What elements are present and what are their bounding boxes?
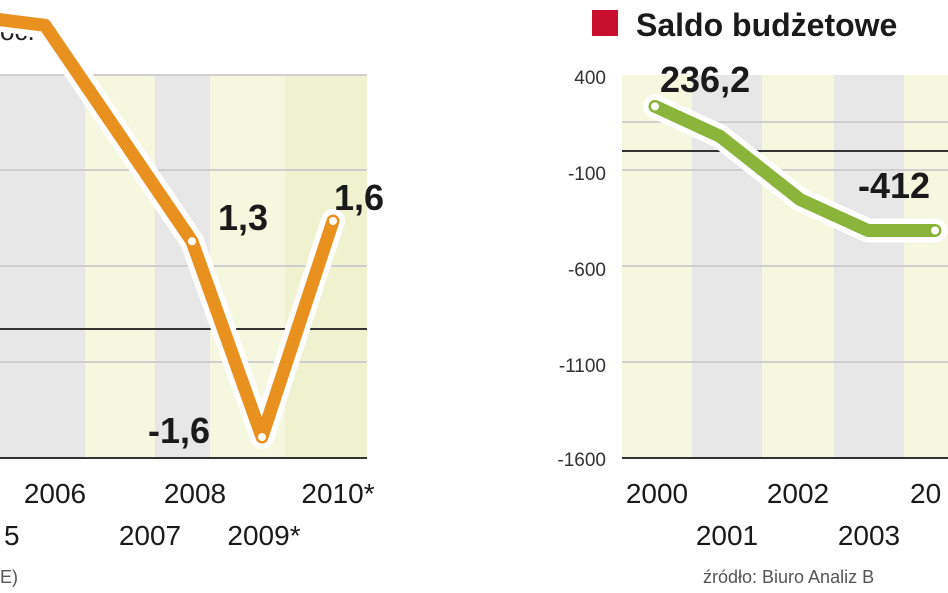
data-label-2010: 1,6: [334, 177, 384, 218]
left-source-fragment: E): [0, 567, 18, 587]
series-line: [648, 99, 942, 237]
y-tick-label: -600: [568, 260, 606, 281]
source-note: źródło: Biuro Analiz B: [703, 567, 874, 587]
x-tick-label: 2010*: [301, 478, 374, 509]
data-point: [649, 100, 661, 113]
data-point: [929, 224, 941, 237]
x-tick-label: 2003: [838, 520, 900, 551]
y-tick-label: -1100: [559, 356, 606, 377]
x-tick-label: 20: [910, 478, 941, 509]
data-label-2009: -1,6: [148, 410, 210, 451]
left-chart: oc. 1,3 -1,6 1,6 2006 2008 2010* 5 2007 …: [0, 7, 384, 587]
data-label-2003: -412: [858, 165, 930, 206]
x-tick-label: 5: [4, 520, 20, 551]
x-tick-label: 2006: [24, 478, 86, 509]
right-chart: Saldo budżetowe 400 -100 -600 -1100 -160…: [557, 7, 948, 587]
x-tick-label: 2009*: [227, 520, 300, 551]
data-label-2008: 1,3: [218, 197, 268, 238]
x-tick-label: 2001: [696, 520, 758, 551]
data-label-2000: 236,2: [660, 59, 750, 100]
x-tick-label: 2007: [119, 520, 181, 551]
x-tick-label: 2008: [164, 478, 226, 509]
legend-marker: [592, 10, 618, 36]
x-tick-label: 2002: [767, 478, 829, 509]
data-point: [186, 235, 198, 248]
data-point: [256, 431, 268, 443]
y-tick-label: -100: [568, 164, 606, 185]
y-tick-label: -1600: [557, 450, 606, 471]
chart-title: Saldo budżetowe: [636, 7, 897, 43]
x-tick-label: 2000: [626, 478, 688, 509]
y-tick-label: 400: [574, 68, 606, 89]
data-point: [327, 215, 339, 227]
